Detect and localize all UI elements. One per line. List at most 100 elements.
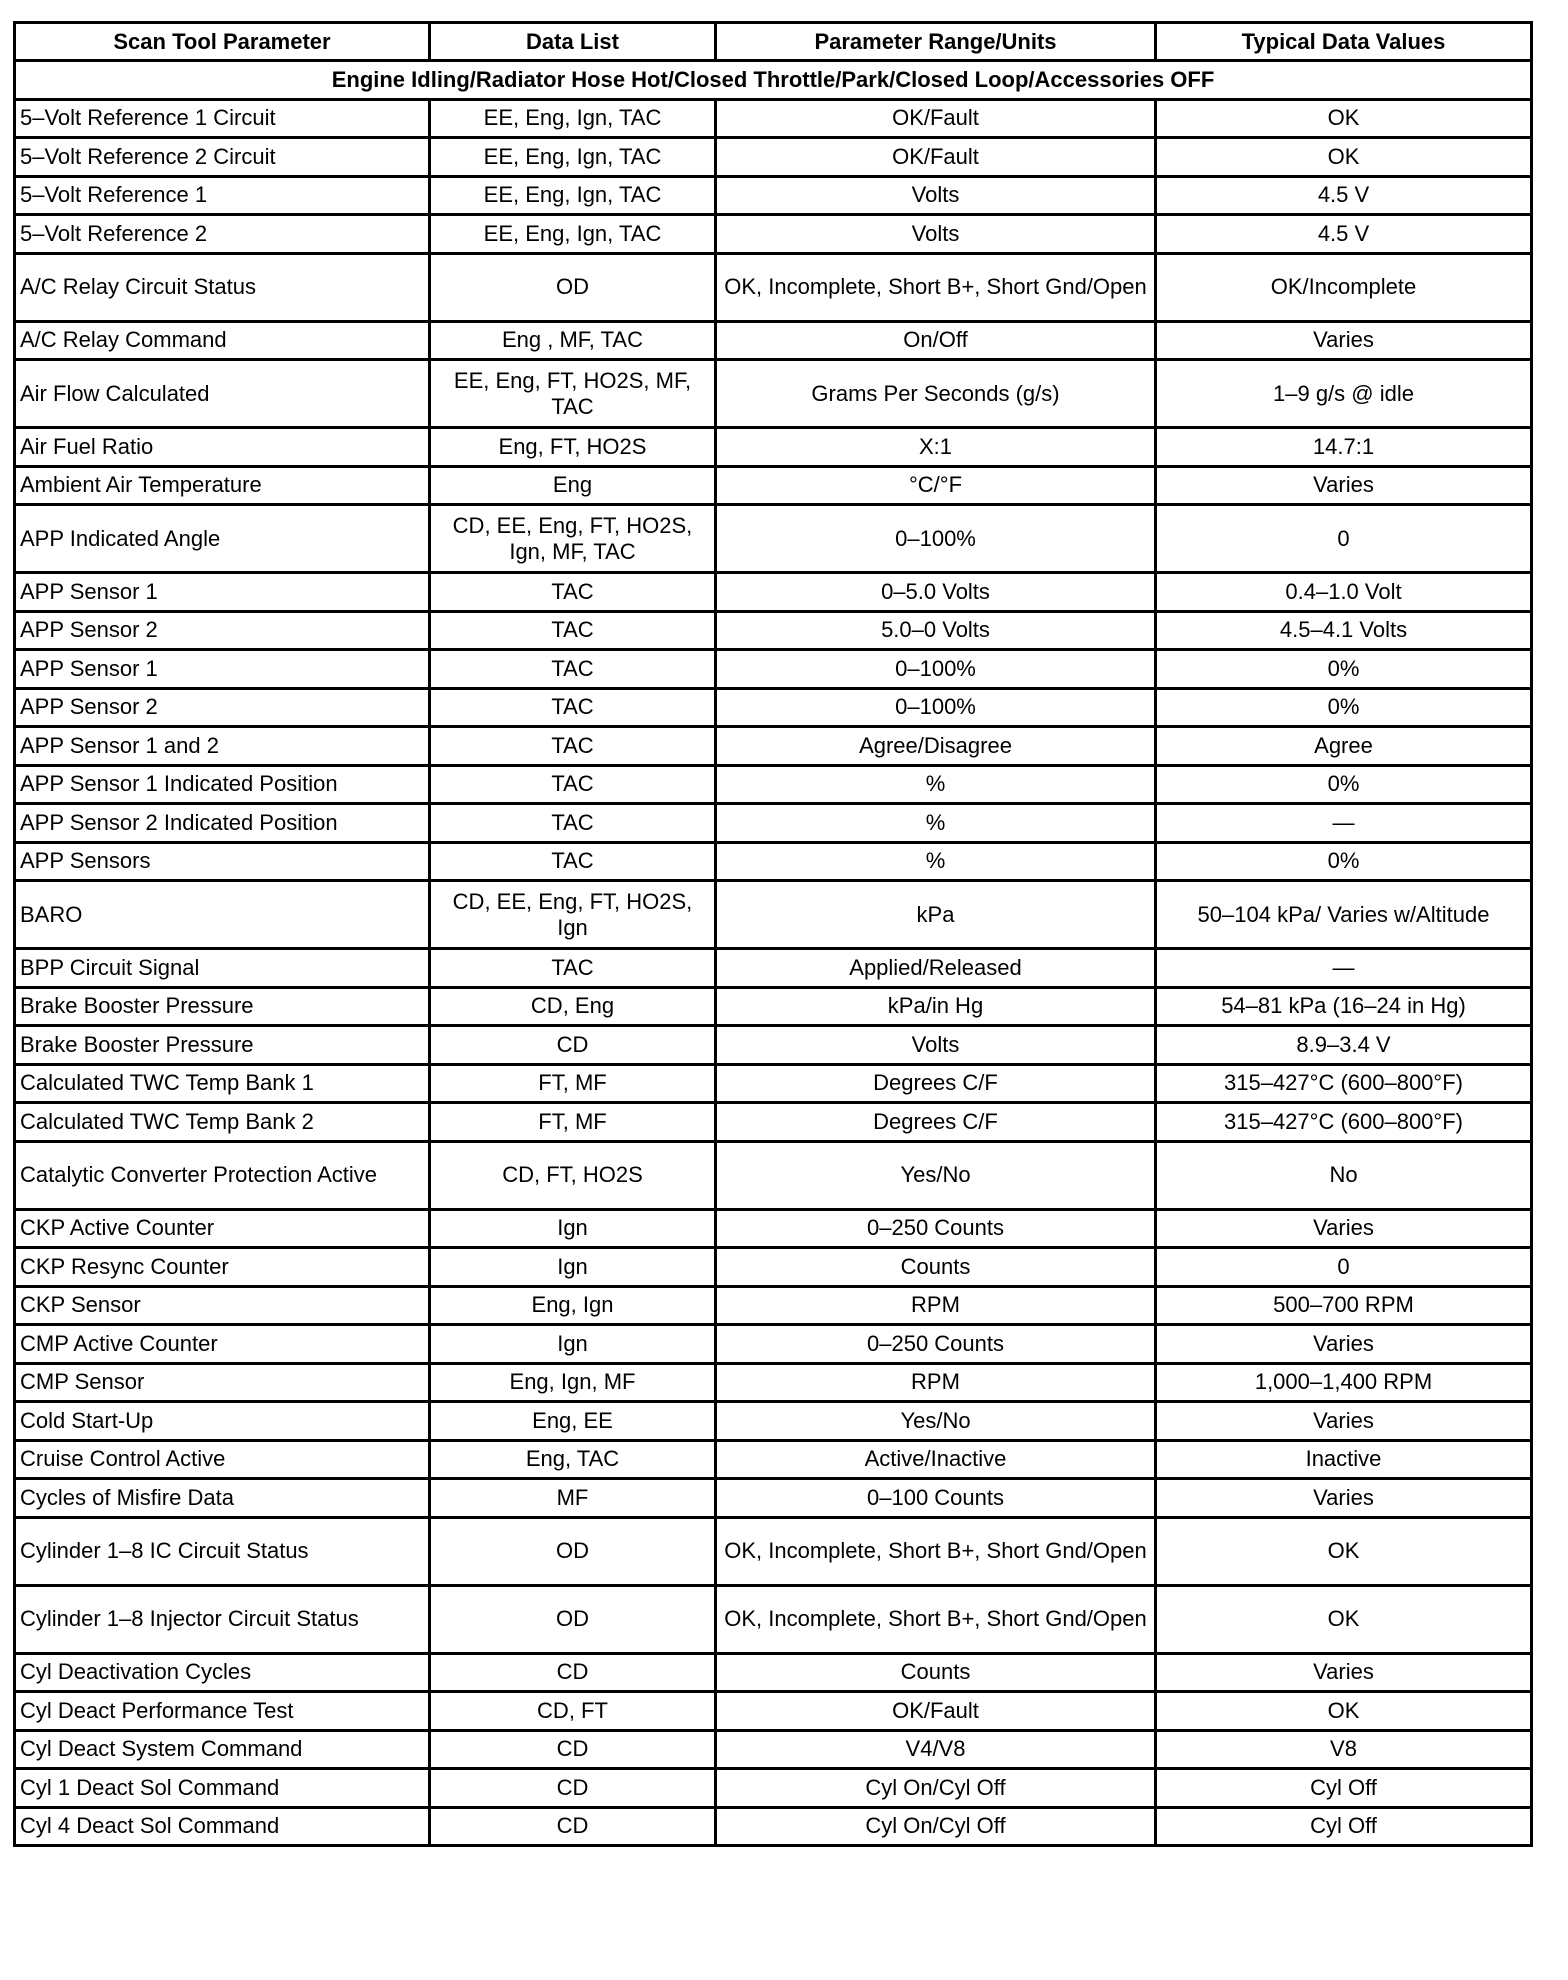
cell-data-list: Ign [428, 1207, 717, 1249]
cell-typical-value: — [1154, 947, 1533, 989]
cell-data-list: TAC [428, 686, 717, 728]
table-row: Cyl Deactivation Cycles CD Counts Varies [13, 1651, 1533, 1693]
cell-parameter: CMP Sensor [13, 1361, 431, 1403]
cell-data-list: FT, MF [428, 1101, 717, 1143]
cell-parameter: APP Sensor 2 [13, 609, 431, 651]
table-row: Cylinder 1–8 IC Circuit Status OD OK, Inco… [13, 1515, 1533, 1587]
cell-typical-value: Varies [1154, 1651, 1533, 1693]
cell-parameter: Brake Booster Pressure [13, 1024, 431, 1066]
table-row: Air Flow Calculated EE, Eng, FT, HO2S, MF… [13, 358, 1533, 429]
cell-parameter: CKP Sensor [13, 1284, 431, 1326]
cell-parameter: Cruise Control Active [13, 1438, 431, 1480]
table-row: 5–Volt Reference 1 EE, Eng, Ign, TAC Volts… [13, 174, 1533, 216]
cell-typical-value: No [1154, 1139, 1533, 1211]
cell-data-list: CD, EE, Eng, FT, HO2S, Ign [428, 879, 717, 950]
table-row: Calculated TWC Temp Bank 2 FT, MF Degrees … [13, 1101, 1533, 1143]
cell-range-units: OK/Fault [714, 97, 1157, 139]
cell-parameter: APP Sensor 1 [13, 571, 431, 613]
cell-data-list: EE, Eng, Ign, TAC [428, 97, 717, 139]
table-row: 5–Volt Reference 2 Circuit EE, Eng, Ign, … [13, 136, 1533, 178]
cell-range-units: °C/°F [714, 464, 1157, 506]
cell-parameter: APP Indicated Angle [13, 503, 431, 574]
cell-parameter: Cycles of Misfire Data [13, 1477, 431, 1519]
table-row: BPP Circuit Signal TAC Applied/Released — [13, 947, 1533, 989]
table-row: Ambient Air Temperature Eng °C/°F Varies [13, 464, 1533, 506]
cell-typical-value: 50–104 kPa/ Varies w/Altitude [1154, 879, 1533, 950]
cell-data-list: MF [428, 1477, 717, 1519]
section-title: Engine Idling/Radiator Hose Hot/Closed T… [13, 59, 1533, 101]
cell-data-list: EE, Eng, Ign, TAC [428, 213, 717, 255]
cell-parameter: Air Flow Calculated [13, 358, 431, 429]
cell-typical-value: 0.4–1.0 Volt [1154, 571, 1533, 613]
cell-typical-value: 8.9–3.4 V [1154, 1024, 1533, 1066]
cell-data-list: OD [428, 1583, 717, 1655]
cell-typical-value: 0% [1154, 763, 1533, 805]
cell-parameter: CKP Resync Counter [13, 1246, 431, 1288]
cell-typical-value: Agree [1154, 725, 1533, 767]
cell-data-list: TAC [428, 648, 717, 690]
cell-parameter: Cyl Deact System Command [13, 1728, 431, 1770]
cell-range-units: OK/Fault [714, 1690, 1157, 1732]
cell-data-list: CD [428, 1651, 717, 1693]
cell-data-list: TAC [428, 725, 717, 767]
table-row: 5–Volt Reference 2 EE, Eng, Ign, TAC Volts… [13, 213, 1533, 255]
cell-range-units: Applied/Released [714, 947, 1157, 989]
table-row: Cyl Deact System Command CD V4/V8 V8 [13, 1728, 1533, 1770]
cell-range-units: 0–5.0 Volts [714, 571, 1157, 613]
cell-typical-value: OK [1154, 1583, 1533, 1655]
cell-typical-value: OK/Incomplete [1154, 251, 1533, 323]
cell-parameter: Cyl 1 Deact Sol Command [13, 1767, 431, 1809]
header-row: Scan Tool Parameter Data List Parameter … [13, 21, 1533, 62]
cell-typical-value: 500–700 RPM [1154, 1284, 1533, 1326]
cell-parameter: Cyl Deactivation Cycles [13, 1651, 431, 1693]
table-row: Calculated TWC Temp Bank 1 FT, MF Degrees … [13, 1062, 1533, 1104]
cell-range-units: Degrees C/F [714, 1101, 1157, 1143]
cell-data-list: CD [428, 1767, 717, 1809]
cell-data-list: EE, Eng, Ign, TAC [428, 136, 717, 178]
cell-parameter: APP Sensor 2 Indicated Position [13, 802, 431, 844]
cell-data-list: Eng [428, 464, 717, 506]
table-row: CKP Resync Counter Ign Counts 0 [13, 1246, 1533, 1288]
table-row: Brake Booster Pressure CD Volts 8.9–3.4 V [13, 1024, 1533, 1066]
table-row: APP Sensor 1 Indicated Position TAC% 0% [13, 763, 1533, 805]
cell-parameter: Air Fuel Ratio [13, 426, 431, 468]
cell-parameter: A/C Relay Command [13, 319, 431, 361]
cell-typical-value: Varies [1154, 1400, 1533, 1442]
cell-typical-value: 1,000–1,400 RPM [1154, 1361, 1533, 1403]
cell-data-list: Eng, Ign, MF [428, 1361, 717, 1403]
table-row: CKP Active Counter Ign 0–250 Counts Varies [13, 1207, 1533, 1249]
cell-parameter: A/C Relay Circuit Status [13, 251, 431, 323]
table-row: Brake Booster Pressure CD, Eng kPa/in Hg 54… [13, 985, 1533, 1027]
cell-data-list: FT, MF [428, 1062, 717, 1104]
cell-range-units: RPM [714, 1284, 1157, 1326]
cell-range-units: Cyl On/Cyl Off [714, 1767, 1157, 1809]
cell-range-units: kPa [714, 879, 1157, 950]
cell-parameter: BARO [13, 879, 431, 950]
cell-parameter: Cyl Deact Performance Test [13, 1690, 431, 1732]
cell-parameter: Calculated TWC Temp Bank 2 [13, 1101, 431, 1143]
cell-range-units: Volts [714, 213, 1157, 255]
cell-data-list: Eng, Ign [428, 1284, 717, 1326]
cell-data-list: CD, FT, HO2S [428, 1139, 717, 1211]
table-row: CMP Active Counter Ign 0–250 Counts Varies [13, 1323, 1533, 1365]
cell-range-units: % [714, 840, 1157, 882]
table-row: APP Sensor 2 TAC 0–100% 0% [13, 686, 1533, 728]
table-row: APP Indicated Angle CD, EE, Eng, FT, HO2S… [13, 503, 1533, 574]
cell-parameter: 5–Volt Reference 2 [13, 213, 431, 255]
cell-parameter: 5–Volt Reference 1 Circuit [13, 97, 431, 139]
cell-typical-value: Varies [1154, 1323, 1533, 1365]
cell-typical-value: 0 [1154, 503, 1533, 574]
cell-range-units: RPM [714, 1361, 1157, 1403]
cell-parameter: Cylinder 1–8 IC Circuit Status [13, 1515, 431, 1587]
cell-data-list: CD, FT [428, 1690, 717, 1732]
cell-range-units: 0–100% [714, 503, 1157, 574]
cell-typical-value: OK [1154, 1515, 1533, 1587]
cell-range-units: Agree/Disagree [714, 725, 1157, 767]
cell-typical-value: 1–9 g/s @ idle [1154, 358, 1533, 429]
section-row: Engine Idling/Radiator Hose Hot/Closed T… [13, 59, 1533, 101]
cell-typical-value: Cyl Off [1154, 1767, 1533, 1809]
cell-typical-value: 0% [1154, 840, 1533, 882]
cell-typical-value: 4.5 V [1154, 174, 1533, 216]
cell-data-list: EE, Eng, Ign, TAC [428, 174, 717, 216]
cell-typical-value: Cyl Off [1154, 1805, 1533, 1847]
